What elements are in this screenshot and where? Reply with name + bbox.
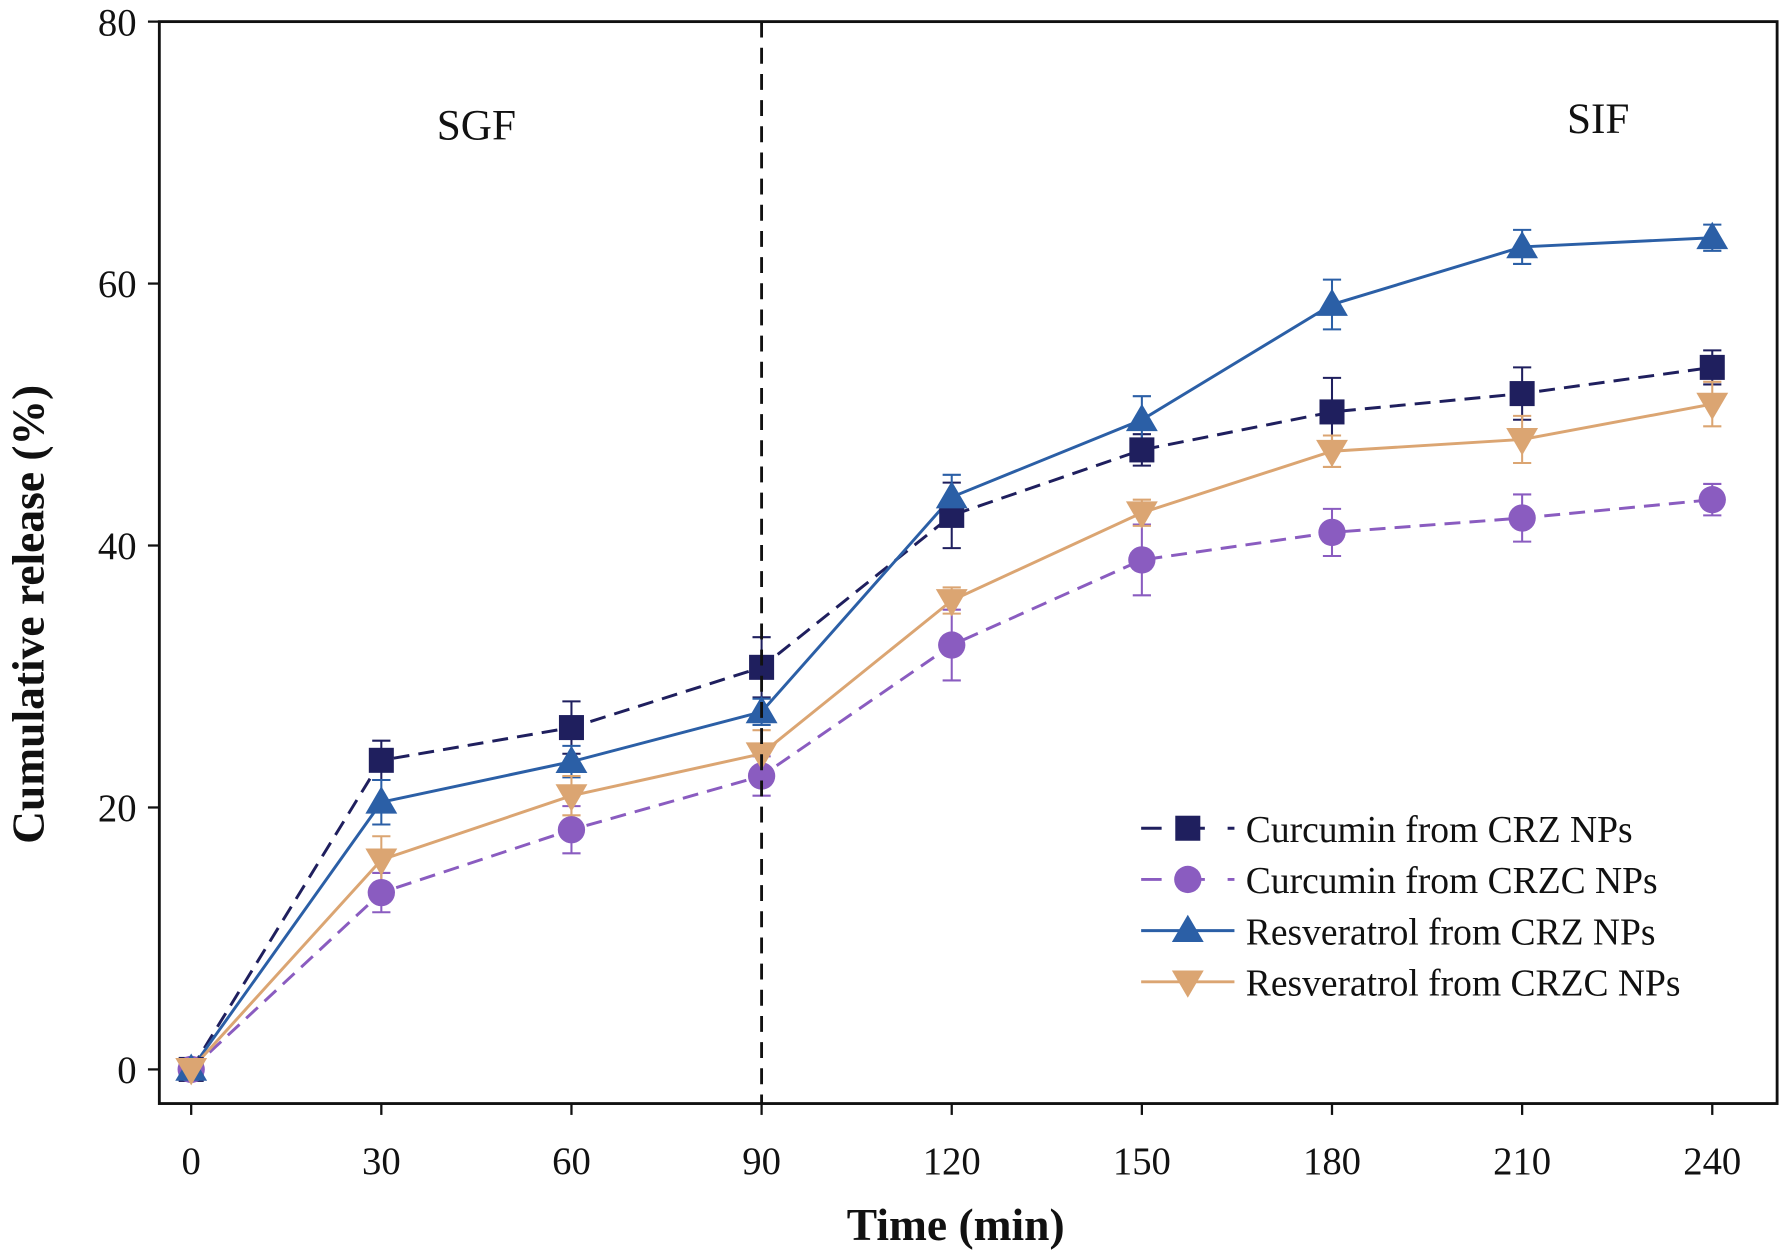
legend-marker: [1171, 914, 1204, 942]
series-line-0: [189, 365, 1713, 1071]
data-point: [365, 848, 398, 876]
plot-frame: [157, 20, 1779, 1105]
data-point: [1696, 392, 1729, 420]
legend: Curcumin from CRZ NPs Curcumin from CRZC …: [1141, 810, 1681, 1004]
x-tick-label: 120: [923, 1141, 981, 1183]
y-tick-label: 0: [117, 1050, 136, 1092]
data-point: [747, 762, 776, 790]
data-point: [555, 784, 588, 812]
data-point: [935, 589, 968, 617]
x-tick-label: 30: [362, 1141, 401, 1183]
data-point: [1318, 518, 1346, 547]
data-point: [938, 631, 966, 659]
data-point: [555, 745, 588, 774]
y-tick-label: 40: [98, 526, 137, 568]
x-tick-label: 180: [1303, 1141, 1361, 1183]
data-point: [1128, 546, 1156, 574]
axes: 0 30 60 90 120 150 180 210 240 0 20 40 60 80: [98, 2, 1741, 1183]
data-point: [365, 786, 398, 814]
x-tick-label: 60: [552, 1141, 591, 1183]
data-point: [935, 481, 968, 509]
x-tick-label: 210: [1493, 1141, 1551, 1183]
legend-marker: [1171, 970, 1204, 998]
y-axis-label: Cumulative release (%): [2, 385, 53, 844]
x-tick-label: 240: [1683, 1141, 1741, 1183]
data-point: [1316, 288, 1348, 316]
x-tick-label: 0: [182, 1141, 201, 1183]
data-point: [557, 816, 586, 844]
x-axis-label: Time (min): [847, 1199, 1065, 1250]
legend-label: Resveratrol from CRZC NPs: [1246, 963, 1681, 1004]
data-point: [1316, 439, 1348, 468]
data-point: [368, 747, 394, 773]
y-tick-label: 60: [98, 264, 137, 306]
data-markers: [175, 221, 1729, 1086]
annotation-sif: SIF: [1567, 95, 1629, 143]
data-point: [1698, 486, 1726, 514]
data-point: [1129, 437, 1155, 463]
data-point: [1508, 504, 1536, 532]
annotation-sgf: SGF: [437, 101, 516, 149]
legend-label: Curcumin from CRZ NPs: [1246, 810, 1633, 851]
data-point: [1506, 230, 1539, 259]
legend-marker: [1174, 865, 1202, 894]
data-point: [1509, 381, 1535, 407]
data-point: [1319, 399, 1345, 425]
legend-label: Resveratrol from CRZ NPs: [1246, 912, 1656, 953]
data-point: [1699, 354, 1725, 380]
x-tick-label: 90: [742, 1141, 781, 1183]
y-tick-label: 20: [98, 788, 137, 830]
data-point: [558, 715, 584, 741]
legend-marker: [1175, 815, 1201, 841]
data-point: [367, 878, 395, 907]
data-point: [1506, 428, 1539, 456]
x-tick-label: 150: [1113, 1141, 1171, 1183]
legend-label: Curcumin from CRZC NPs: [1246, 861, 1658, 902]
y-tick-label: 80: [98, 2, 137, 44]
data-point: [1696, 221, 1729, 250]
data-point: [1125, 403, 1158, 432]
data-point: [175, 1058, 208, 1086]
data-point: [1125, 501, 1158, 529]
